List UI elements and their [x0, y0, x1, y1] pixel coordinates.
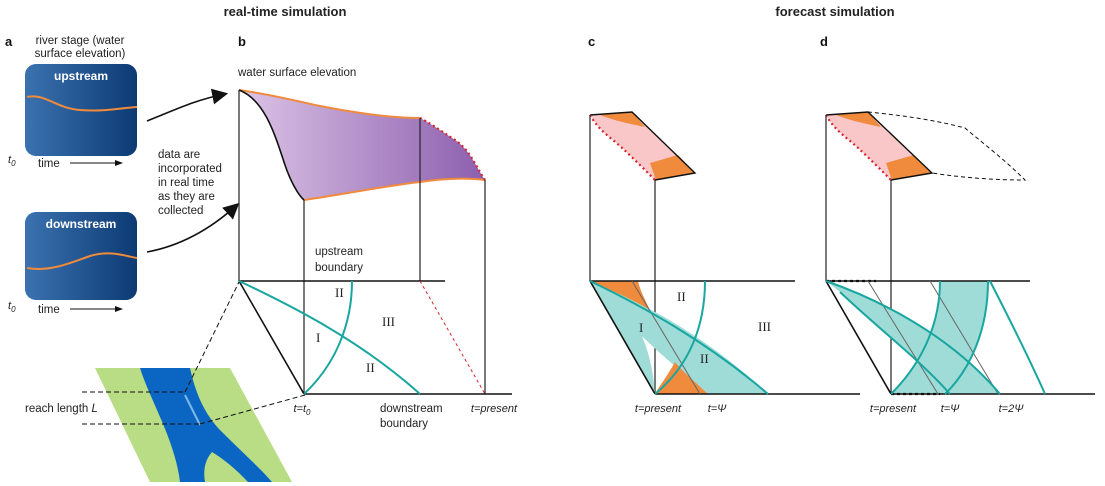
upstream-boundary-2: boundary [315, 262, 363, 274]
d-characteristic-1 [825, 280, 1001, 395]
surface-right-edge-dotted [419, 117, 486, 181]
river-stage-title-2: surface elevation) [35, 48, 126, 60]
d-t-present: t=present [870, 403, 917, 415]
d-t-psi: t=Ψ [941, 403, 960, 415]
b-t-present: t=present [471, 403, 518, 415]
c-characteristic-1 [589, 280, 769, 395]
upstream-boundary-1: upstream [315, 246, 363, 258]
panel-b: water surface elevation upstream boundar… [237, 67, 518, 430]
c-psi-line [631, 280, 701, 395]
river-channel [140, 368, 272, 482]
downstream-t0: t0 [8, 300, 16, 314]
d-characteristic-4 [944, 280, 989, 395]
d-t-2psi: t=2Ψ [999, 403, 1025, 415]
d-surface-orange-top [836, 112, 881, 127]
c-left-edge [589, 280, 656, 395]
b-characteristic-downward [238, 280, 421, 395]
d-surface-orange-bottom [886, 155, 932, 180]
downstream-boundary-1: downstream [380, 403, 443, 415]
forecast-section-title: forecast simulation [775, 4, 894, 19]
c-surface-outline [589, 111, 697, 181]
d-2psi-line [929, 280, 999, 395]
c-surface-orange-top [600, 112, 645, 127]
surface-left-edge [238, 89, 305, 201]
downstream-stage-box [25, 212, 137, 300]
b-region-I: I [316, 330, 320, 345]
d-left-edge [825, 280, 892, 395]
svg-text:in real time: in real time [158, 177, 214, 189]
data-incorporated-note: data are incorporated in real time as th… [158, 149, 222, 217]
zoom-line-top [184, 281, 240, 393]
river-stage-title-1: river stage (water [36, 35, 125, 47]
svg-text:as they are: as they are [158, 191, 215, 203]
b-region-II-bottom: II [366, 360, 375, 375]
d-characteristic-3 [890, 280, 941, 395]
d-characteristic-5 [989, 280, 1046, 395]
d-psi-line [867, 280, 939, 395]
c-region-II-top: II [677, 289, 686, 304]
upstream-t0: t0 [8, 154, 16, 168]
panel-label-d: d [820, 34, 828, 49]
panel-label-b: b [238, 34, 246, 49]
b-characteristic-upward [303, 280, 353, 395]
b-region-II-top: II [335, 285, 344, 300]
c-region-III: III [758, 319, 771, 334]
b-t-eq-t0: t=t0 [294, 403, 312, 417]
b-left-edge [238, 280, 305, 395]
downstream-time-label: time [38, 304, 60, 316]
b-present-dashed [419, 280, 486, 395]
surface-top-edge [238, 89, 421, 119]
c-t-present: t=present [635, 403, 682, 415]
downstream-stage-curve [26, 252, 138, 270]
panel-label-a: a [5, 34, 13, 49]
c-characteristic-2 [654, 280, 706, 395]
c-region-I: I [639, 320, 643, 335]
realtime-section-title: real-time simulation [224, 4, 347, 19]
river-reach-inset: reach length L [25, 281, 306, 482]
upstream-stage-curve [26, 95, 138, 112]
downstream-data-arrow [146, 202, 240, 253]
downstream-boundary-2: boundary [380, 418, 428, 430]
water-surface-label: water surface elevation [237, 67, 356, 79]
c-t-psi: t=Ψ [708, 403, 727, 415]
downstream-box-label: downstream [46, 217, 117, 231]
panel-a: river stage (water surface elevation) up… [8, 35, 138, 316]
upstream-box-label: upstream [54, 69, 108, 83]
c-orange-top-triangle [590, 281, 650, 310]
upstream-data-arrow [146, 88, 229, 122]
reach-length-label: reach length L [25, 403, 98, 415]
b-region-III: III [382, 314, 395, 329]
panel-label-c: c [588, 34, 595, 49]
water-surface-fill [239, 90, 485, 200]
svg-text:data are: data are [158, 149, 200, 161]
panel-c: II I III II t=present t=Ψ [589, 111, 860, 415]
d-characteristic-2 [839, 291, 951, 395]
d-future-surface-dashed [867, 111, 1027, 181]
d-surface-outline [825, 111, 934, 181]
river-reach-segment [184, 394, 201, 426]
upstream-time-label: time [38, 158, 60, 170]
c-teal-band [590, 281, 768, 394]
svg-text:collected: collected [158, 205, 203, 217]
zoom-line-bottom [199, 394, 306, 425]
panel-d: t=present t=Ψ t=2Ψ [825, 111, 1095, 415]
svg-text:incorporated: incorporated [158, 163, 222, 175]
c-region-II-bottom: II [700, 351, 709, 366]
